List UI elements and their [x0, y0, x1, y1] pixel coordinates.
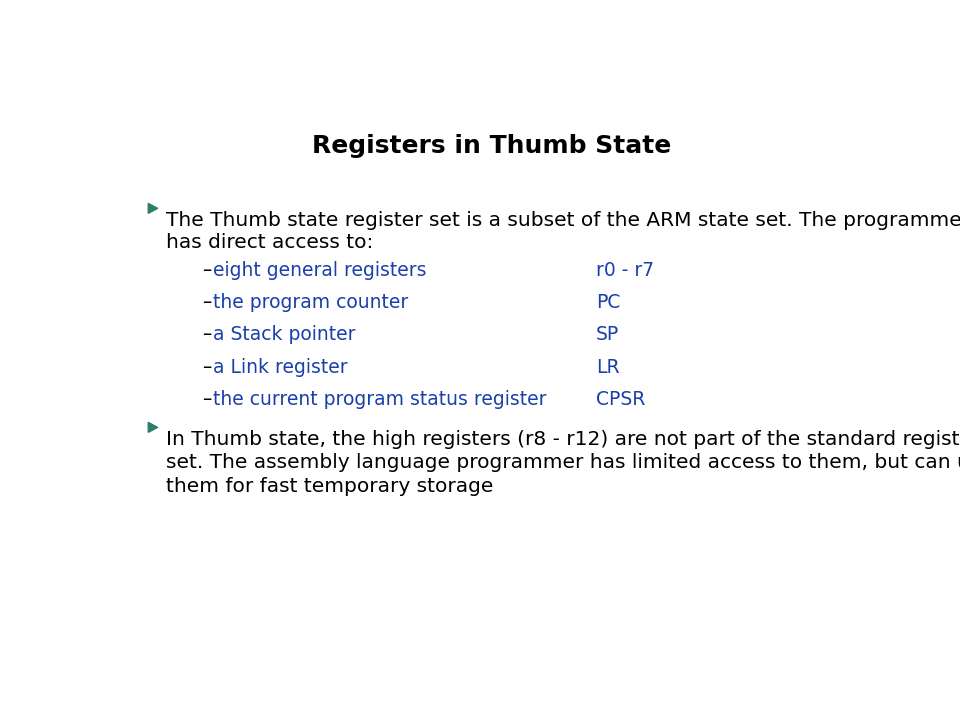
Text: SP: SP [596, 325, 619, 344]
Text: –: – [202, 325, 211, 344]
Text: set. The assembly language programmer has limited access to them, but can use: set. The assembly language programmer ha… [166, 454, 960, 472]
Text: In Thumb state, the high registers (r8 - r12) are not part of the standard regis: In Thumb state, the high registers (r8 -… [166, 430, 960, 449]
Text: PC: PC [596, 293, 620, 312]
Text: a Link register: a Link register [213, 358, 348, 377]
Text: them for fast temporary storage: them for fast temporary storage [166, 477, 493, 495]
Text: CPSR: CPSR [596, 390, 645, 409]
Polygon shape [148, 203, 157, 213]
Text: LR: LR [596, 358, 620, 377]
Text: –: – [202, 358, 211, 377]
Text: Registers in Thumb State: Registers in Thumb State [312, 133, 672, 158]
Text: eight general registers: eight general registers [213, 261, 426, 280]
Text: has direct access to:: has direct access to: [166, 233, 373, 252]
Text: –: – [202, 293, 211, 312]
Text: The Thumb state register set is a subset of the ARM state set. The programmer: The Thumb state register set is a subset… [166, 211, 960, 230]
Text: a Stack pointer: a Stack pointer [213, 325, 355, 344]
Text: r0 - r7: r0 - r7 [596, 261, 655, 280]
Text: the program counter: the program counter [213, 293, 408, 312]
Text: –: – [202, 261, 211, 280]
Text: the current program status register: the current program status register [213, 390, 546, 409]
Polygon shape [148, 423, 157, 432]
Text: –: – [202, 390, 211, 409]
